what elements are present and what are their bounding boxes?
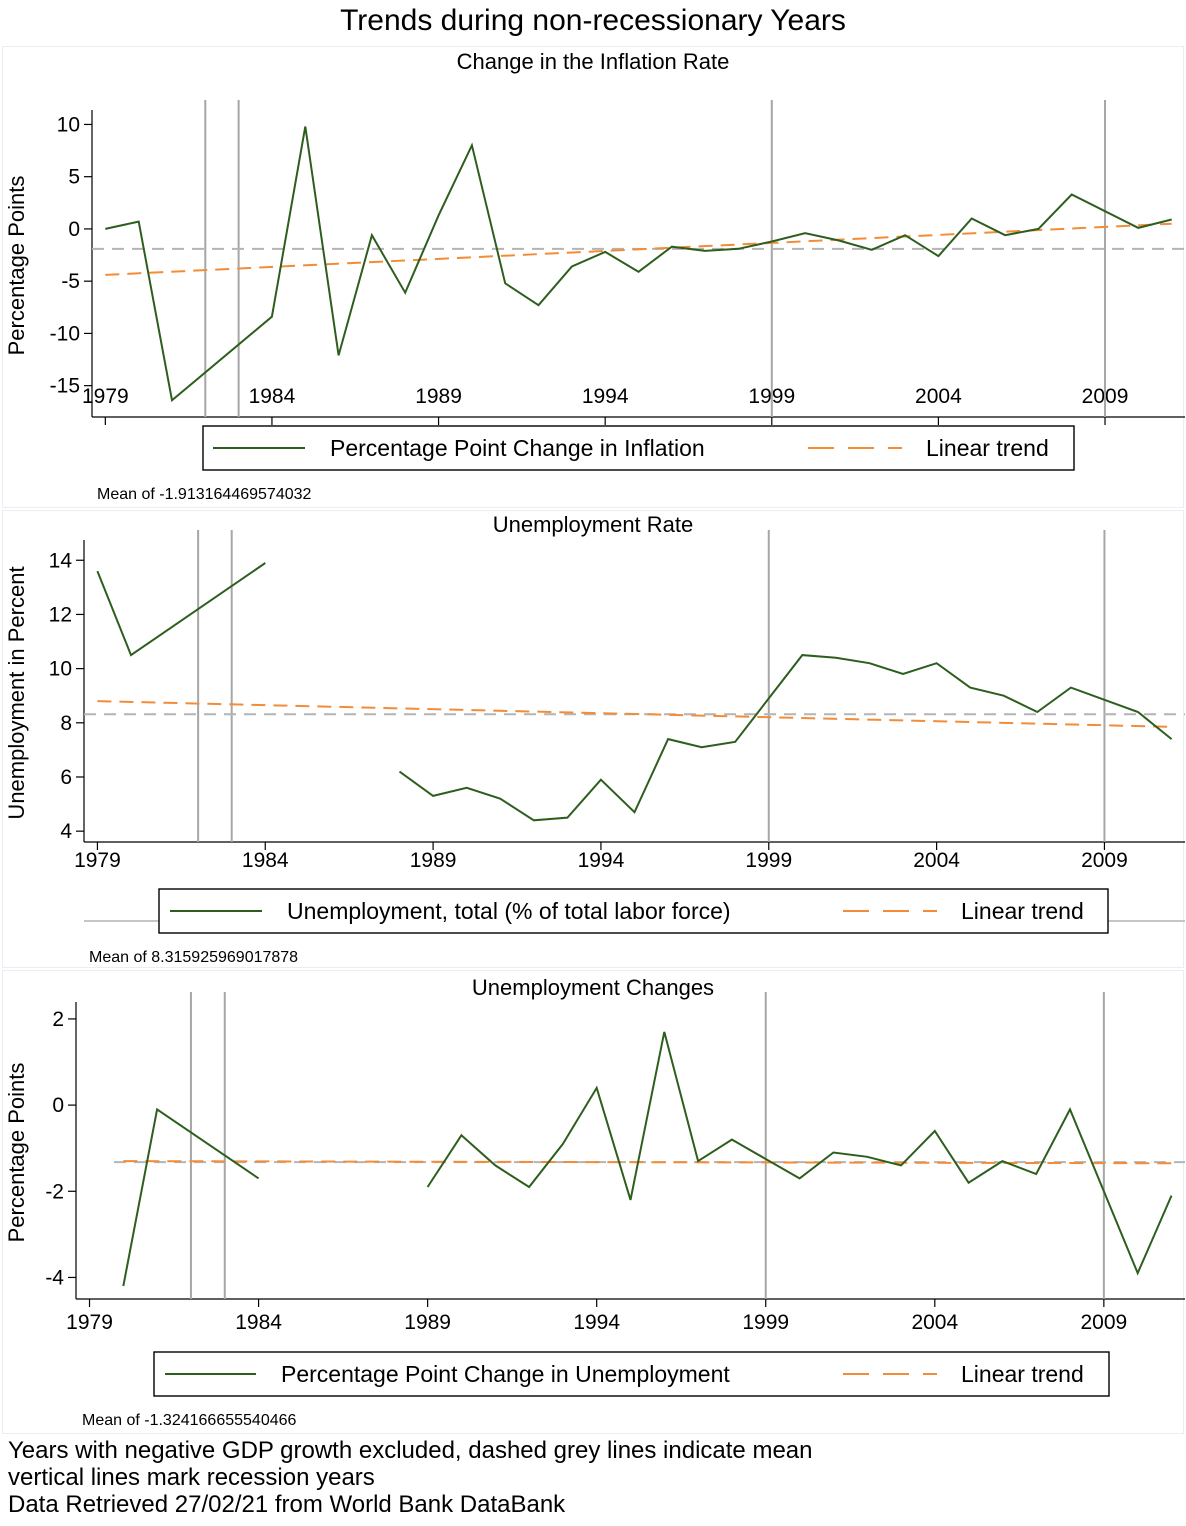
legend-trend-label: Linear trend	[961, 1361, 1084, 1387]
series-line	[426, 1031, 1173, 1276]
main-title: Trends during non-recessionary Years	[340, 4, 846, 37]
x-tick-label: 1979	[74, 849, 121, 872]
legend-box	[158, 888, 1109, 934]
y-tick-label: 14	[49, 549, 73, 572]
y-axis-label: Percentage Points	[4, 176, 29, 356]
y-tick-label: 10	[57, 113, 80, 136]
x-tick-label: 1994	[578, 849, 625, 872]
panel-unemployment-changes: Unemployment Changes Percentage Points 2 0 -…	[0, 970, 1186, 1434]
y-axis-label: Unemployment in Percent	[4, 566, 29, 819]
x-tick-label: 1989	[404, 1311, 451, 1334]
x-tick-label: 2004	[915, 385, 962, 408]
chart-unemployment-rate: Unemployment Rate Unemployment in Percent…	[4, 512, 1185, 934]
x-tick-label: 1999	[745, 849, 792, 872]
series-line	[122, 1107, 260, 1287]
x-tick-label: 1994	[582, 385, 629, 408]
legend-series-label: Percentage Point Change in Inflation	[330, 435, 705, 461]
x-tick-label: 2009	[1081, 849, 1128, 872]
y-tick-label: 0	[68, 218, 80, 241]
y-tick-label: -15	[50, 375, 80, 398]
x-tick-label: 2004	[913, 849, 960, 872]
y-axis-label: Percentage Points	[4, 1063, 29, 1243]
y-tick-label: 4	[60, 820, 72, 843]
legend-series-label: Percentage Point Change in Unemployment	[281, 1361, 730, 1387]
x-tick-label: 1994	[573, 1311, 620, 1334]
legend-trend-label: Linear trend	[961, 898, 1084, 924]
y-tick-label: 12	[49, 603, 72, 626]
y-tick-label: 2	[52, 1008, 64, 1031]
legend-box	[153, 1351, 1110, 1397]
series-line	[96, 562, 266, 657]
x-tick-label: 1984	[242, 849, 289, 872]
legend: Percentage Point Change in Inflation Line…	[202, 425, 1075, 471]
y-tick-label: -10	[50, 322, 80, 345]
legend-trend-label: Linear trend	[926, 435, 1049, 461]
panel-title: Change in the Inflation Rate	[457, 49, 730, 74]
series-line	[105, 126, 1172, 403]
x-tick-label: 1999	[742, 1311, 789, 1334]
x-tick-label: 1979	[66, 1311, 113, 1334]
y-tick-label: 10	[49, 658, 72, 681]
y-tick-label: -4	[45, 1266, 64, 1289]
x-tick-label: 2009	[1080, 1311, 1127, 1334]
legend: Percentage Point Change in Unemployment L…	[153, 1351, 1110, 1397]
chart-inflation-change: Change in the Inflation Rate Percentage P…	[4, 49, 1185, 471]
panel-title: Unemployment Rate	[493, 512, 694, 537]
x-tick-label: 1989	[410, 849, 457, 872]
y-tick-label: -5	[61, 270, 80, 293]
x-tick-label: 1984	[249, 385, 296, 408]
panel-unemployment-rate: Unemployment Rate Unemployment in Percent…	[0, 510, 1186, 968]
y-tick-label: 6	[60, 766, 72, 789]
chart-unemployment-changes: Unemployment Changes Percentage Points 2 0 -…	[4, 975, 1185, 1397]
mean-note: Mean of -1.324166655540466	[82, 1412, 297, 1429]
x-tick-label: 2004	[911, 1311, 958, 1334]
legend-background	[159, 889, 1108, 933]
footer-line: Data Retrieved 27/02/21 from World Bank …	[8, 1491, 566, 1518]
trend-line	[97, 700, 1172, 728]
y-tick-label: -2	[45, 1180, 64, 1203]
y-tick-label: 8	[60, 712, 72, 735]
x-tick-label: 1989	[415, 385, 462, 408]
series-line	[398, 654, 1173, 822]
trend-line	[105, 222, 1172, 276]
legend: Unemployment, total (% of total labor fo…	[158, 888, 1109, 934]
legend-box	[202, 425, 1075, 471]
x-tick-label: 1984	[235, 1311, 282, 1334]
footer-notes: Years with negative GDP growth excluded,…	[8, 1437, 812, 1518]
y-tick-label: 0	[52, 1094, 64, 1117]
footer-line: Years with negative GDP growth excluded,…	[8, 1437, 813, 1464]
y-tick-label: 5	[68, 166, 80, 189]
legend-series-label: Unemployment, total (% of total labor fo…	[287, 898, 731, 924]
panel-title: Unemployment Changes	[472, 975, 714, 1000]
mean-note: Mean of 8.315925969017878	[89, 949, 299, 966]
x-tick-label: 1979	[82, 385, 129, 408]
mean-note: Mean of -1.913164469574032	[97, 486, 312, 503]
panel-inflation-change: Change in the Inflation Rate Percentage P…	[0, 46, 1186, 508]
footer-line: vertical lines mark recession years	[8, 1464, 375, 1491]
